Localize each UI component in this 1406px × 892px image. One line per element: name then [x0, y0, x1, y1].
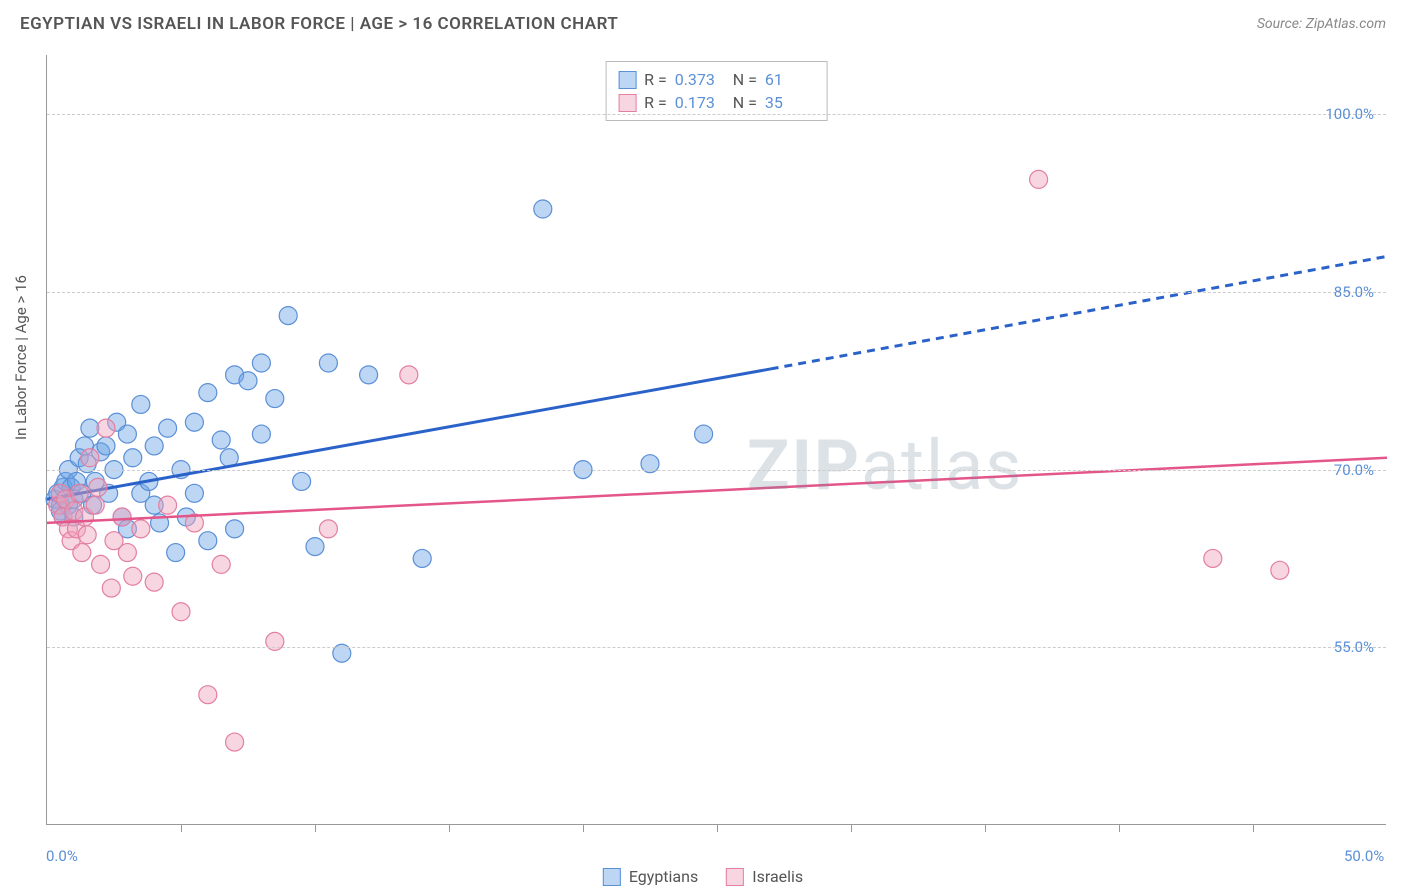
x-tick: [717, 824, 718, 832]
x-tick-label: 0.0%: [46, 847, 78, 865]
data-point: [695, 425, 713, 443]
data-point: [81, 419, 99, 437]
x-tick: [449, 824, 450, 832]
data-point: [212, 555, 230, 573]
stat-row: R = 0.173 N = 35: [618, 91, 815, 114]
data-point: [534, 200, 552, 218]
legend-swatch: [618, 94, 636, 112]
legend-swatch: [618, 71, 636, 89]
data-point: [70, 484, 88, 502]
data-point: [199, 384, 217, 402]
stat-r-label: R =: [644, 93, 667, 112]
data-point: [266, 390, 284, 408]
legend-item: Israelis: [726, 867, 803, 886]
data-point: [252, 354, 270, 372]
data-point: [306, 538, 324, 556]
scatter-svg: [47, 55, 1386, 824]
legend: Egyptians Israelis: [603, 867, 803, 886]
data-point: [199, 532, 217, 550]
x-tick: [315, 824, 316, 832]
trend-line: [47, 369, 771, 499]
y-tick-label: 55.0%: [1334, 638, 1374, 656]
data-point: [293, 472, 311, 490]
x-tick: [1253, 824, 1254, 832]
y-tick-label: 70.0%: [1334, 461, 1374, 479]
stat-r-label: R =: [644, 70, 667, 89]
data-point: [226, 520, 244, 538]
chart-title: EGYPTIAN VS ISRAELI IN LABOR FORCE | AGE…: [20, 14, 618, 34]
data-point: [319, 354, 337, 372]
stat-n-label: N =: [733, 70, 757, 89]
data-point: [212, 431, 230, 449]
data-point: [97, 419, 115, 437]
y-tick-label: 85.0%: [1334, 283, 1374, 301]
x-tick: [985, 824, 986, 832]
data-point: [102, 579, 120, 597]
data-point: [1030, 170, 1048, 188]
correlation-stats-box: R = 0.373 N = 61 R = 0.173 N = 35: [605, 61, 828, 121]
data-point: [132, 520, 150, 538]
data-point: [252, 425, 270, 443]
data-point: [97, 437, 115, 455]
data-point: [92, 555, 110, 573]
data-point: [172, 603, 190, 621]
data-point: [199, 686, 217, 704]
gridline-horizontal: [47, 292, 1386, 293]
stat-n-value: 61: [765, 70, 815, 89]
data-point: [239, 372, 257, 390]
gridline-horizontal: [47, 114, 1386, 115]
stat-r-value: 0.373: [675, 70, 725, 89]
data-point: [81, 449, 99, 467]
data-point: [1204, 549, 1222, 567]
data-point: [145, 573, 163, 591]
legend-swatch: [603, 868, 621, 886]
trend-line: [47, 458, 1387, 523]
data-point: [360, 366, 378, 384]
data-point: [145, 437, 163, 455]
data-point: [159, 496, 177, 514]
y-tick-label: 100.0%: [1325, 105, 1374, 123]
data-point: [279, 307, 297, 325]
stat-n-label: N =: [733, 93, 757, 112]
data-point: [124, 567, 142, 585]
data-point: [1271, 561, 1289, 579]
legend-item: Egyptians: [603, 867, 698, 886]
data-point: [89, 478, 107, 496]
gridline-horizontal: [47, 647, 1386, 648]
y-axis-label: In Labor Force | Age > 16: [12, 275, 30, 440]
data-point: [400, 366, 418, 384]
data-point: [185, 484, 203, 502]
legend-swatch: [726, 868, 744, 886]
x-tick: [181, 824, 182, 832]
data-point: [118, 544, 136, 562]
x-tick-label: 50.0%: [1344, 847, 1384, 865]
chart-plot-area: R =0.373N =61R =0.173N =35 ZIPatlas 55.0…: [46, 55, 1386, 825]
x-tick: [851, 824, 852, 832]
trend-line-dashed: [771, 256, 1387, 369]
gridline-horizontal: [47, 470, 1386, 471]
data-point: [167, 544, 185, 562]
data-point: [78, 526, 96, 544]
data-point: [226, 733, 244, 751]
stat-n-value: 35: [765, 93, 815, 112]
source-attribution: Source: ZipAtlas.com: [1257, 16, 1386, 32]
data-point: [73, 544, 91, 562]
legend-label: Israelis: [752, 867, 803, 886]
data-point: [319, 520, 337, 538]
x-tick: [1119, 824, 1120, 832]
data-point: [86, 496, 104, 514]
data-point: [118, 425, 136, 443]
x-tick: [583, 824, 584, 832]
data-point: [159, 419, 177, 437]
legend-label: Egyptians: [629, 867, 698, 886]
data-point: [124, 449, 142, 467]
data-point: [185, 413, 203, 431]
stat-row: R = 0.373 N = 61: [618, 68, 815, 91]
data-point: [132, 395, 150, 413]
data-point: [113, 508, 131, 526]
data-point: [413, 549, 431, 567]
stat-r-value: 0.173: [675, 93, 725, 112]
